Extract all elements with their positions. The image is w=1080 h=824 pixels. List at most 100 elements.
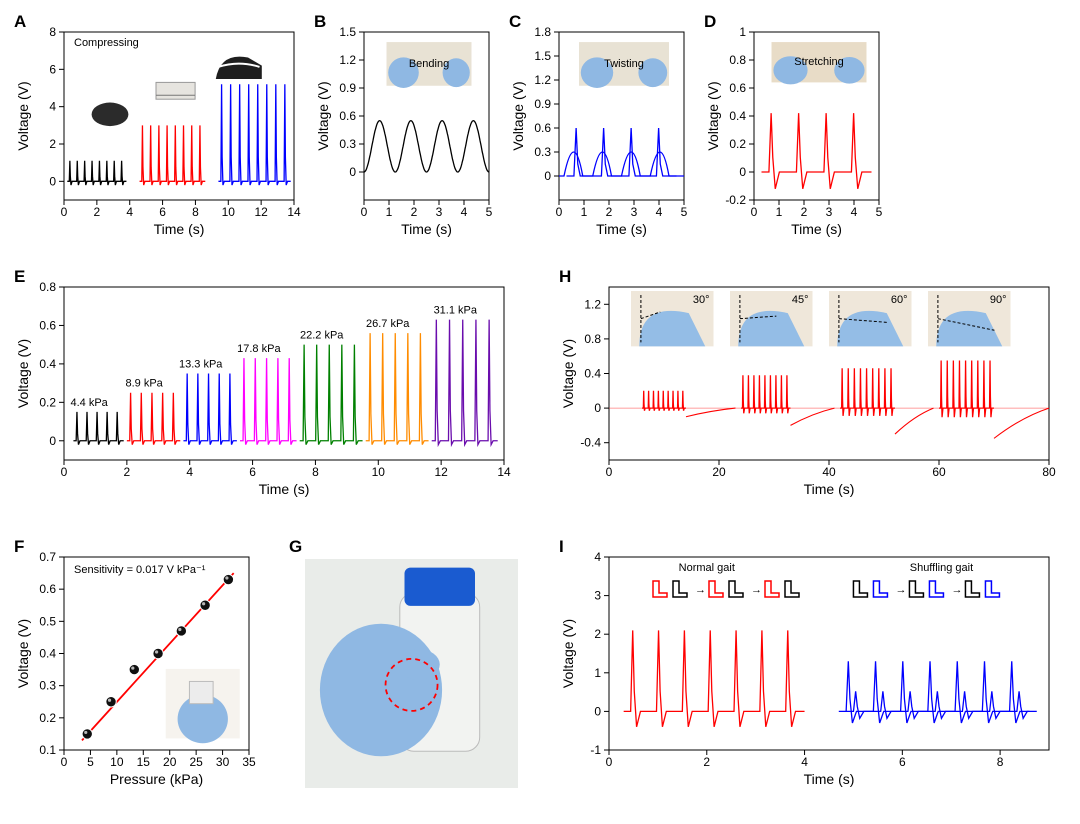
svg-text:8: 8 [192,205,199,219]
svg-text:0.2: 0.2 [729,137,746,151]
svg-text:Voltage (V): Voltage (V) [510,81,526,150]
svg-text:Stretching: Stretching [794,56,844,68]
panel-label-E: E [14,267,25,287]
svg-text:6: 6 [159,205,166,219]
panel-label-A: A [14,12,26,32]
svg-text:Voltage (V): Voltage (V) [315,81,331,150]
svg-text:Sensitivity = 0.017 V kPa⁻¹: Sensitivity = 0.017 V kPa⁻¹ [74,564,206,576]
svg-text:40: 40 [822,465,836,479]
svg-text:20: 20 [163,755,177,769]
svg-text:30°: 30° [693,294,710,306]
svg-text:4: 4 [186,465,193,479]
svg-text:Twisting: Twisting [604,58,644,70]
svg-text:0.6: 0.6 [39,582,56,596]
svg-text:0: 0 [739,165,746,179]
svg-text:4: 4 [594,550,601,564]
svg-text:4: 4 [801,755,808,769]
panel-label-G: G [289,537,302,557]
svg-text:0.8: 0.8 [39,280,56,294]
svg-text:0: 0 [751,205,758,219]
svg-text:0.7: 0.7 [39,550,56,564]
svg-text:0: 0 [49,434,56,448]
svg-text:0.2: 0.2 [39,711,56,725]
svg-text:5: 5 [87,755,94,769]
svg-text:1.2: 1.2 [534,73,551,87]
svg-text:2: 2 [703,755,710,769]
svg-text:8: 8 [997,755,1004,769]
panel-label-H: H [559,267,571,287]
svg-text:→: → [895,584,906,596]
svg-text:0: 0 [349,165,356,179]
svg-text:0.9: 0.9 [339,81,356,95]
svg-text:Voltage (V): Voltage (V) [15,339,31,408]
svg-text:Voltage (V): Voltage (V) [560,339,576,408]
svg-text:0.8: 0.8 [729,53,746,67]
svg-text:1: 1 [581,205,588,219]
svg-text:Time (s): Time (s) [401,221,452,237]
svg-text:-1: -1 [590,743,601,757]
svg-text:2: 2 [124,465,131,479]
svg-text:0.4: 0.4 [39,357,56,371]
svg-text:Voltage (V): Voltage (V) [15,619,31,688]
panel-B: B01234500.30.60.91.21.5Time (s)Voltage (… [312,12,497,242]
svg-text:1: 1 [776,205,783,219]
svg-text:1: 1 [386,205,393,219]
svg-text:0.6: 0.6 [534,121,551,135]
svg-text:0.6: 0.6 [729,81,746,95]
svg-text:3: 3 [594,589,601,603]
svg-text:1: 1 [739,25,746,39]
svg-text:0.4: 0.4 [729,109,746,123]
svg-text:→: → [695,584,706,596]
svg-text:2: 2 [411,205,418,219]
svg-text:31.1 kPa: 31.1 kPa [434,305,478,317]
svg-text:Time (s): Time (s) [804,481,855,497]
panel-D: D012345-0.200.20.40.60.81Time (s)Voltage… [702,12,887,242]
svg-text:Voltage (V): Voltage (V) [15,81,31,150]
svg-text:-0.4: -0.4 [580,436,601,450]
svg-text:6: 6 [899,755,906,769]
panel-E: E0246810121400.20.40.60.8Time (s)Voltage… [12,267,512,502]
svg-text:80: 80 [1042,465,1056,479]
svg-text:1.2: 1.2 [584,297,601,311]
svg-text:Time (s): Time (s) [596,221,647,237]
svg-text:Time (s): Time (s) [259,481,310,497]
svg-text:4.4 kPa: 4.4 kPa [70,397,108,409]
panel-label-B: B [314,12,326,32]
svg-text:Pressure (kPa): Pressure (kPa) [110,771,203,787]
svg-text:25: 25 [189,755,203,769]
svg-text:13.3 kPa: 13.3 kPa [179,359,223,371]
svg-text:14: 14 [497,465,511,479]
svg-text:Bending: Bending [409,58,449,70]
svg-text:0: 0 [361,205,368,219]
svg-text:Voltage (V): Voltage (V) [705,81,721,150]
panel-label-I: I [559,537,564,557]
panel-A: A0246810121402468Time (s)Voltage (V)Comp… [12,12,302,242]
panel-H: H020406080-0.400.40.81.2Time (s)Voltage … [557,267,1057,502]
svg-text:3: 3 [826,205,833,219]
svg-text:60°: 60° [891,294,908,306]
svg-text:0.3: 0.3 [39,679,56,693]
panel-label-F: F [14,537,24,557]
svg-text:20: 20 [712,465,726,479]
svg-text:0.3: 0.3 [534,145,551,159]
svg-text:Time (s): Time (s) [804,771,855,787]
svg-text:0: 0 [606,755,613,769]
svg-text:2: 2 [801,205,808,219]
svg-text:0: 0 [49,174,56,188]
svg-text:12: 12 [434,465,448,479]
svg-text:14: 14 [287,205,301,219]
svg-text:4: 4 [461,205,468,219]
svg-text:Normal gait: Normal gait [679,562,735,574]
svg-text:6: 6 [249,465,256,479]
svg-text:→: → [951,584,962,596]
svg-text:60: 60 [932,465,946,479]
svg-text:2: 2 [606,205,613,219]
svg-text:1.8: 1.8 [534,25,551,39]
svg-text:10: 10 [110,755,124,769]
svg-text:22.2 kPa: 22.2 kPa [300,330,344,342]
svg-text:0.1: 0.1 [39,743,56,757]
figure-root: A0246810121402468Time (s)Voltage (V)Comp… [12,12,1068,812]
svg-text:0: 0 [606,465,613,479]
panel-label-C: C [509,12,521,32]
svg-text:0: 0 [61,465,68,479]
